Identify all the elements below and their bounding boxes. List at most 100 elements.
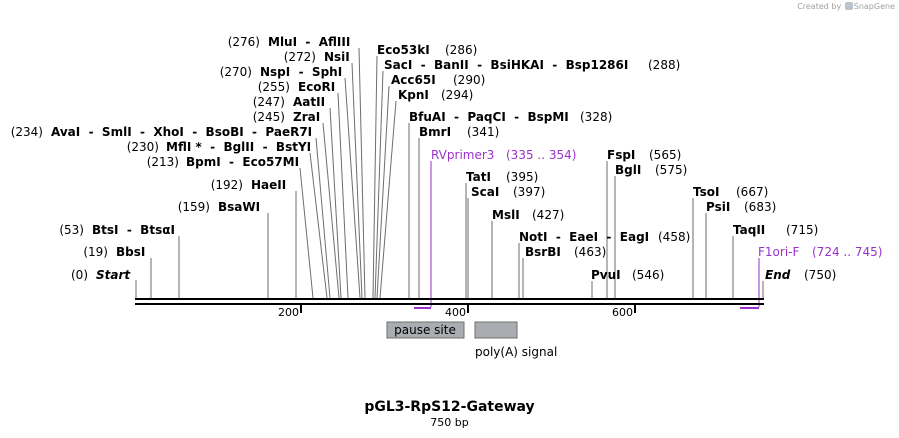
site-name-bsrbi: BsrBI: [525, 245, 561, 259]
connector-eco53ki: [372, 55, 378, 299]
site-pos-eco53ki: (286): [445, 43, 477, 57]
site-pos-fspi: (565): [649, 148, 681, 162]
site-name-kpni: KpnI: [398, 88, 429, 102]
connector-kpni: [379, 100, 397, 299]
site-name-noti: NotI - EaeI - EagI: [519, 230, 649, 244]
site-pos-psii: (683): [744, 200, 776, 214]
site-pos-haeii: (192): [211, 178, 243, 192]
connector-bpmi: [299, 167, 314, 299]
site-name-scai: ScaI: [471, 185, 499, 199]
site-name-nspi: NspI - SphI: [260, 65, 342, 79]
feature-polya-signal: [474, 321, 518, 339]
site-pos-avai: (234): [11, 125, 43, 139]
site-name-zrai: ZraI: [293, 110, 320, 124]
site-name-end: End: [765, 268, 791, 282]
site-name-tsoi: TsoI: [693, 185, 719, 199]
connector-saci: [374, 70, 384, 299]
site-labels: (0) Start (19) BbsI (53) BtsI - BtsαI (1…: [11, 35, 837, 282]
connector-mfli: [309, 152, 328, 299]
site-pos-start: (0): [71, 268, 88, 282]
site-pos-kpni: (294): [441, 88, 473, 102]
connector-nspi: [344, 77, 361, 299]
credit-watermark: Created by SnapGene: [797, 2, 895, 11]
primer-name-f1ori: F1ori-F: [758, 245, 799, 259]
site-name-bpmi: BpmI - Eco57MI: [186, 155, 299, 169]
plasmid-map: 200 400 600 pause site poly(A) signal (0…: [11, 35, 883, 359]
connector-acc65i: [376, 85, 390, 299]
site-name-tati: TatI: [466, 170, 491, 184]
feature-pause-site: [386, 321, 465, 339]
site-pos-bpmi: (213): [147, 155, 179, 169]
ruler: 200 400 600: [278, 305, 636, 319]
site-name-ecori: EcoRI: [298, 80, 335, 94]
site-pos-zrai: (245): [253, 110, 285, 124]
site-pos-bmri: (341): [467, 125, 499, 139]
connector-zrai: [322, 122, 340, 299]
features: pause site poly(A) signal: [386, 321, 557, 359]
site-pos-btsi: (53): [59, 223, 84, 237]
site-name-mlui: MluI - AflIII: [268, 35, 350, 49]
site-pos-acc65i: (290): [453, 73, 485, 87]
site-name-bbsi: BbsI: [116, 245, 145, 259]
site-name-msli: MslI: [492, 208, 520, 222]
site-name-start: Start: [96, 268, 131, 282]
site-pos-taqii: (715): [786, 223, 818, 237]
site-pos-saci: (288): [648, 58, 680, 72]
site-pos-bsawi: (159): [178, 200, 210, 214]
primer-range-rvprimer3: (335 .. 354): [506, 148, 576, 162]
site-name-acc65i: Acc65I: [391, 73, 436, 87]
site-pos-bsrbi: (463): [574, 245, 606, 259]
primer-range-f1ori: (724 .. 745): [812, 245, 882, 259]
site-name-nsii: NsiI: [324, 50, 350, 64]
site-pos-scai: (397): [513, 185, 545, 199]
primer-name-rvprimer3: RVprimer3: [431, 148, 494, 162]
plasmid-title: pGL3-RpS12-Gateway: [364, 399, 535, 415]
connector-aatii: [329, 107, 342, 299]
site-name-mfli: MflI * - BglII - BstYI: [166, 140, 311, 154]
site-name-saci: SacI - BanII - BsiHKAI - Bsp1286I: [384, 58, 628, 72]
site-pos-end: (750): [804, 268, 836, 282]
site-pos-nspi: (270): [220, 65, 252, 79]
connector-nsii: [351, 62, 363, 299]
site-pos-pvui: (546): [632, 268, 664, 282]
site-name-eco53ki: Eco53kI: [377, 43, 430, 57]
credit-brand: SnapGene: [853, 2, 895, 11]
site-pos-bgli: (575): [655, 163, 687, 177]
site-pos-ecori: (255): [258, 80, 290, 94]
snapgene-logo-icon: [844, 2, 853, 10]
site-pos-mfli: (230): [127, 140, 159, 154]
site-name-fspi: FspI: [607, 148, 635, 162]
plasmid-length: 750 bp: [430, 416, 469, 429]
site-name-bgli: BglI: [615, 163, 641, 177]
site-name-bfuai: BfuAI - PaqCI - BspMI: [409, 110, 569, 124]
connector-mlui: [358, 47, 366, 299]
site-name-psii: PsiI: [706, 200, 730, 214]
feature-polya-signal-label: poly(A) signal: [475, 345, 557, 359]
ruler-label-400: 400: [445, 306, 466, 319]
site-name-btsi: BtsI - BtsαI: [92, 223, 175, 237]
feature-pause-site-label: pause site: [394, 323, 456, 337]
site-pos-bbsi: (19): [83, 245, 108, 259]
site-pos-aatii: (247): [253, 95, 285, 109]
site-pos-msli: (427): [532, 208, 564, 222]
site-name-avai: AvaI - SmlI - XhoI - BsoBI - PaeR7I: [51, 125, 312, 139]
backbone: [135, 298, 764, 305]
site-name-haeii: HaeII: [251, 178, 286, 192]
primer-labels: RVprimer3 (335 .. 354) F1ori-F (724 .. 7…: [431, 148, 882, 259]
ruler-label-600: 600: [612, 306, 633, 319]
site-name-aatii: AatII: [293, 95, 325, 109]
site-connectors: [135, 47, 764, 299]
site-pos-noti: (458): [658, 230, 690, 244]
credit-text: Created by: [797, 2, 842, 11]
site-pos-mlui: (276): [228, 35, 260, 49]
site-name-bmri: BmrI: [419, 125, 451, 139]
site-name-bsawi: BsaWI: [218, 200, 260, 214]
site-name-taqii: TaqII: [733, 223, 765, 237]
ruler-label-200: 200: [278, 306, 299, 319]
site-pos-bfuai: (328): [580, 110, 612, 124]
connector-avai: [315, 137, 331, 299]
site-name-pvui: PvuI: [591, 268, 621, 282]
site-pos-tsoi: (667): [736, 185, 768, 199]
connector-ecori: [337, 92, 349, 299]
site-pos-tati: (395): [506, 170, 538, 184]
